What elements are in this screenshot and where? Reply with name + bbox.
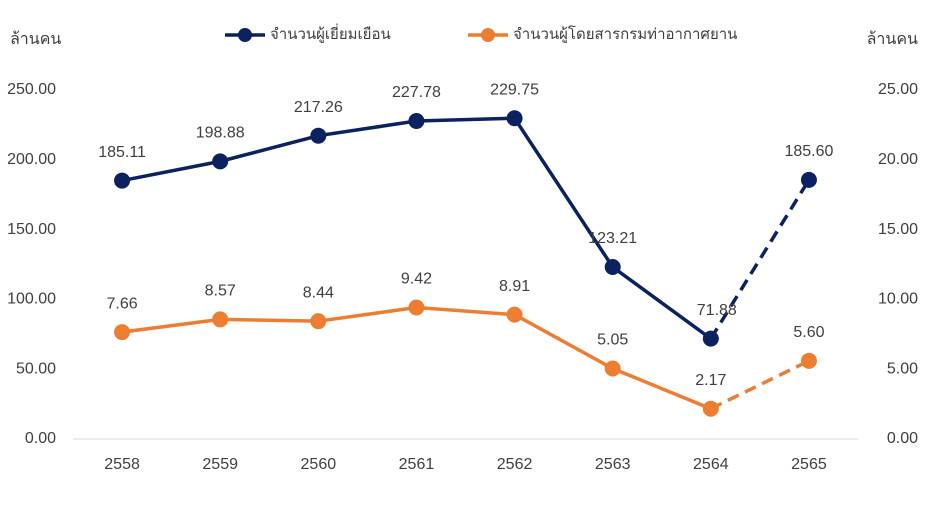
y-tick-label: 50.00 [16,360,56,377]
data-point [408,299,425,316]
data-label: 185.60 [784,143,833,160]
legend-label: จำนวนผู้โดยสารกรมท่าอากาศยาน [513,25,737,43]
x-tick-label: 2565 [791,456,827,473]
data-label: 7.66 [106,295,137,312]
data-point [506,306,523,323]
data-point [800,171,817,188]
data-point [506,110,523,127]
data-point [702,400,719,417]
data-label: 198.88 [196,125,245,142]
x-tick-label: 2564 [693,456,729,473]
legend-marker [481,28,495,42]
y-tick-label: 200.00 [7,151,56,168]
y2-tick-label: 15.00 [878,221,918,238]
data-point [310,313,327,330]
data-label: 8.57 [205,283,236,300]
y-tick-label: 100.00 [7,291,56,308]
x-tick-label: 2558 [104,456,140,473]
series-line [121,305,712,411]
series-line [709,178,811,340]
legend-label: จำนวนผู้เยี่ยมเยือน [270,23,391,43]
y-tick-label: 250.00 [7,81,56,98]
y2-tick-label: 0.00 [887,430,918,447]
data-label: 8.91 [499,278,530,295]
data-point [212,153,229,170]
data-label: 217.26 [294,99,343,116]
data-label: 8.44 [303,284,334,301]
data-point [114,172,131,189]
data-label: 229.75 [490,81,539,98]
data-point [310,127,327,144]
data-label: 5.05 [597,332,628,349]
data-point [408,113,425,130]
x-tick-label: 2560 [301,456,337,473]
data-label: 227.78 [392,84,441,101]
x-tick-label: 2562 [497,456,533,473]
data-label: 71.88 [697,302,737,319]
y2-tick-label: 20.00 [878,151,918,168]
data-label: 5.60 [793,324,824,341]
y2-tick-label: 10.00 [878,291,918,308]
y2-tick-label: 5.00 [887,360,918,377]
data-label: 123.21 [588,230,637,247]
data-point [702,330,719,347]
data-label: 185.11 [98,144,146,161]
x-tick-label: 2563 [595,456,631,473]
data-point [604,258,621,275]
y-axis-label: ล้านคน [10,30,61,48]
x-tick-label: 2559 [202,456,238,473]
data-label: 9.42 [401,271,432,288]
legend-marker [238,28,252,42]
y2-tick-label: 25.00 [878,81,918,98]
data-label: 2.17 [695,372,726,389]
data-point [212,311,229,328]
data-point [800,352,817,369]
data-point [604,360,621,377]
y-tick-label: 150.00 [7,221,56,238]
y-tick-label: 0.00 [25,430,56,447]
y2-axis-label: ล้านคน [867,30,918,48]
data-point [114,324,131,341]
x-tick-label: 2561 [399,456,435,473]
